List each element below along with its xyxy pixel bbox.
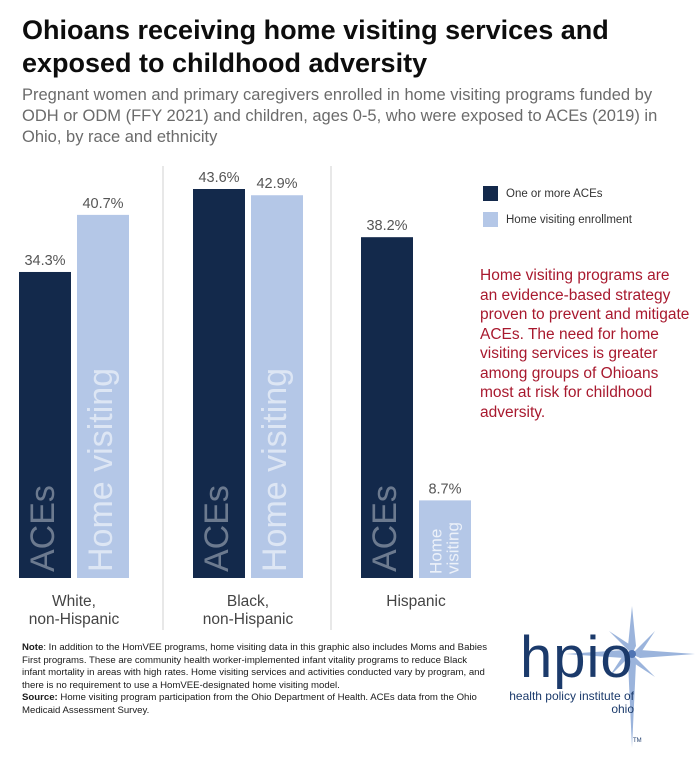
source-label: Source: bbox=[22, 692, 58, 704]
legend-swatch-home bbox=[483, 212, 498, 227]
value-label-aces-1: 43.6% bbox=[198, 170, 239, 186]
note-label: Note bbox=[22, 642, 44, 653]
chart-title: Ohioans receiving home visiting services… bbox=[22, 15, 609, 78]
bar-inner-label: Home bbox=[426, 529, 445, 574]
legend-swatch-aces bbox=[483, 186, 498, 201]
value-label-home-1: 42.9% bbox=[256, 176, 297, 192]
bar-home-1 bbox=[251, 195, 303, 578]
bar-inner-label: ACEs bbox=[24, 485, 62, 572]
value-label-aces-0: 34.3% bbox=[24, 253, 65, 269]
footnote: Note: In addition to the HomVEE programs… bbox=[22, 642, 492, 718]
bar-home-2 bbox=[419, 500, 471, 578]
bar-inner-label: Home visiting bbox=[256, 368, 294, 572]
value-label-home-2: 8.7% bbox=[428, 481, 461, 497]
category-label: non-Hispanic bbox=[203, 611, 294, 628]
legend-label-home: Home visiting enrollment bbox=[506, 213, 632, 226]
legend-item-home: Home visiting enrollment bbox=[483, 212, 632, 227]
bar-inner-label: visiting bbox=[443, 522, 462, 574]
category-label: White, bbox=[52, 593, 96, 610]
category-label: Hispanic bbox=[386, 593, 446, 610]
bar-aces-0 bbox=[19, 271, 71, 578]
legend-label-aces: One or more ACEs bbox=[506, 187, 603, 200]
category-label: non-Hispanic bbox=[29, 611, 120, 628]
bar-inner-label: ACEs bbox=[198, 485, 236, 572]
source-text: Home visiting program participation from… bbox=[22, 692, 477, 716]
bar-aces-2 bbox=[361, 237, 413, 578]
bar-inner-label: Home visiting bbox=[82, 368, 120, 572]
value-label-aces-2: 38.2% bbox=[366, 218, 407, 234]
legend-item-aces: One or more ACEs bbox=[483, 186, 603, 201]
bar-aces-1 bbox=[193, 189, 245, 578]
bar-home-0 bbox=[77, 214, 129, 579]
bar-inner-label: ACEs bbox=[366, 485, 404, 572]
chart-subtitle: Pregnant women and primary caregivers en… bbox=[22, 86, 658, 146]
note-text: : In addition to the HomVEE programs, ho… bbox=[22, 642, 488, 691]
callout-text: Home visiting programs are an evidence-b… bbox=[480, 267, 690, 421]
category-label: Black, bbox=[227, 593, 269, 610]
logo-wordmark: hpio bbox=[520, 625, 634, 690]
compass-star-icon bbox=[565, 606, 695, 748]
trademark: TM bbox=[633, 738, 642, 744]
logo-tagline: health policy institute of ohio bbox=[509, 689, 634, 716]
value-label-home-0: 40.7% bbox=[82, 196, 123, 212]
